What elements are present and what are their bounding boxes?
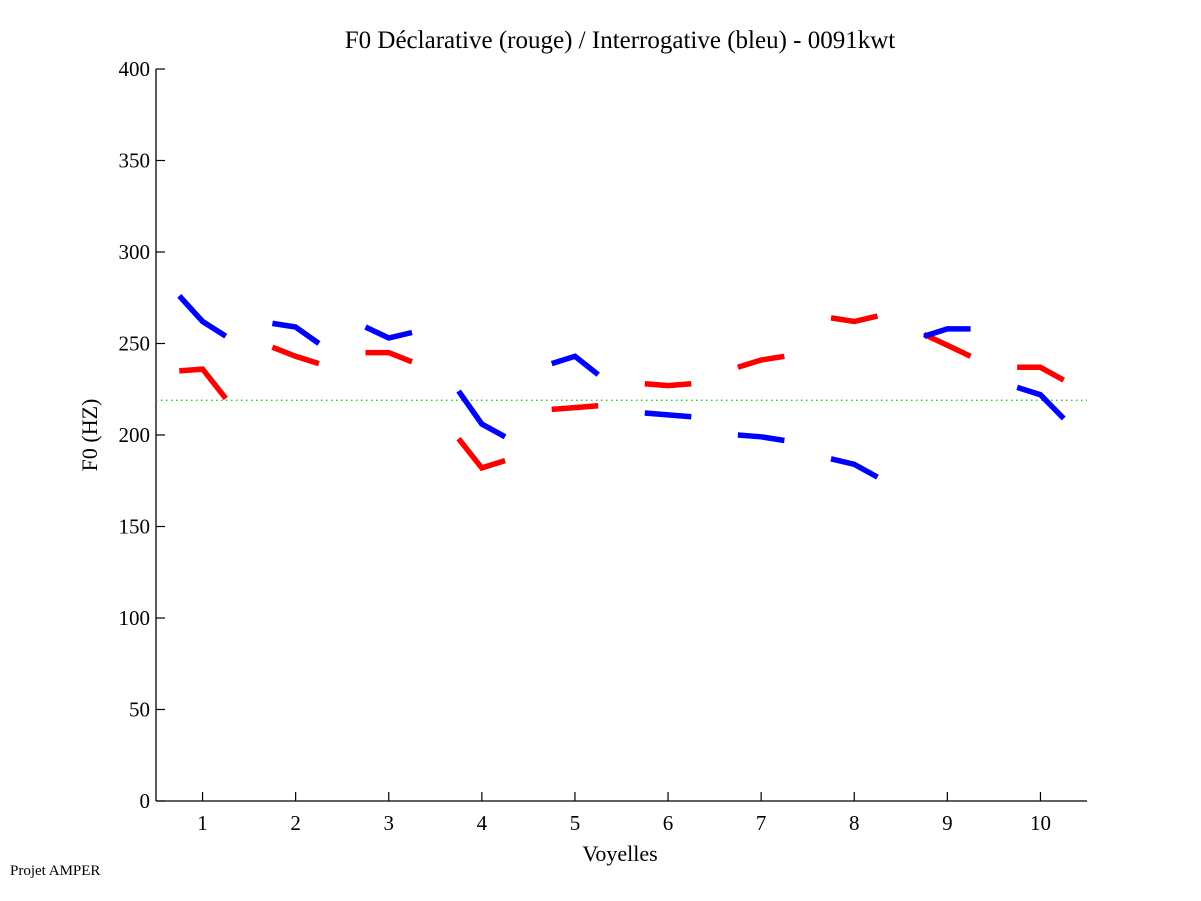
contour-segment-vowel-8 [830,456,879,480]
contour-segment-vowel-4 [456,389,507,440]
axes: 0 50 100 150 200 250 300 350 400 1 2 3 4 5 6 7 8 9 10 [119,57,1087,835]
contour-segment-vowel-8 [830,313,879,325]
contour-segment-vowel-3 [365,349,414,365]
contour-segment-vowel-2 [271,320,321,346]
contour-segment-vowel-10 [1016,384,1066,421]
x-tick-label: 8 [849,811,860,835]
contour-segment-vowel-6 [644,381,692,389]
footer-credit: Projet AMPER [10,863,101,879]
x-tick-label: 4 [477,811,488,835]
y-tick-label: 100 [119,606,151,630]
x-tick-label: 5 [570,811,581,835]
chart-title: F0 Déclarative (rouge) / Interrogative (… [345,27,896,54]
y-axis-label: F0 (HZ) [77,399,102,472]
contour-segment-vowel-7 [737,353,785,370]
y-tick-label: 400 [119,57,151,81]
series-interrogative [177,294,1066,480]
x-tick-label: 2 [290,811,301,835]
contour-segment-vowel-10 [1017,364,1066,383]
x-tick-label: 10 [1030,811,1051,835]
contour-segment-vowel-1 [179,366,228,401]
x-tick-label: 7 [756,811,767,835]
contour-segment-vowel-1 [177,294,228,339]
series-d-clarative [179,313,1066,472]
y-tick-label: 300 [119,240,151,264]
y-tick-label: 0 [140,789,151,813]
y-tick-label: 200 [119,423,151,447]
contour-segment-vowel-3 [364,324,413,341]
contour-segment-vowel-6 [644,410,692,420]
contour-segment-vowel-7 [737,432,785,444]
y-tick-label: 50 [129,698,150,722]
x-tick-label: 9 [942,811,953,835]
contour-segment-vowel-9 [923,326,971,339]
contour-segment-vowel-5 [550,353,600,377]
contour-segment-vowel-2 [271,344,320,367]
y-tick-label: 350 [119,149,151,173]
contour-segment-vowel-9 [922,331,972,359]
series-group [177,294,1066,480]
x-tick-label: 1 [197,811,208,835]
x-tick-label: 3 [384,811,395,835]
y-tick-label: 250 [119,332,151,356]
contour-segment-vowel-5 [551,402,599,413]
x-axis-label: Voyelles [582,841,657,866]
y-tick-label: 150 [119,515,151,539]
contour-segment-vowel-4 [456,436,506,472]
x-tick-label: 6 [663,811,674,835]
